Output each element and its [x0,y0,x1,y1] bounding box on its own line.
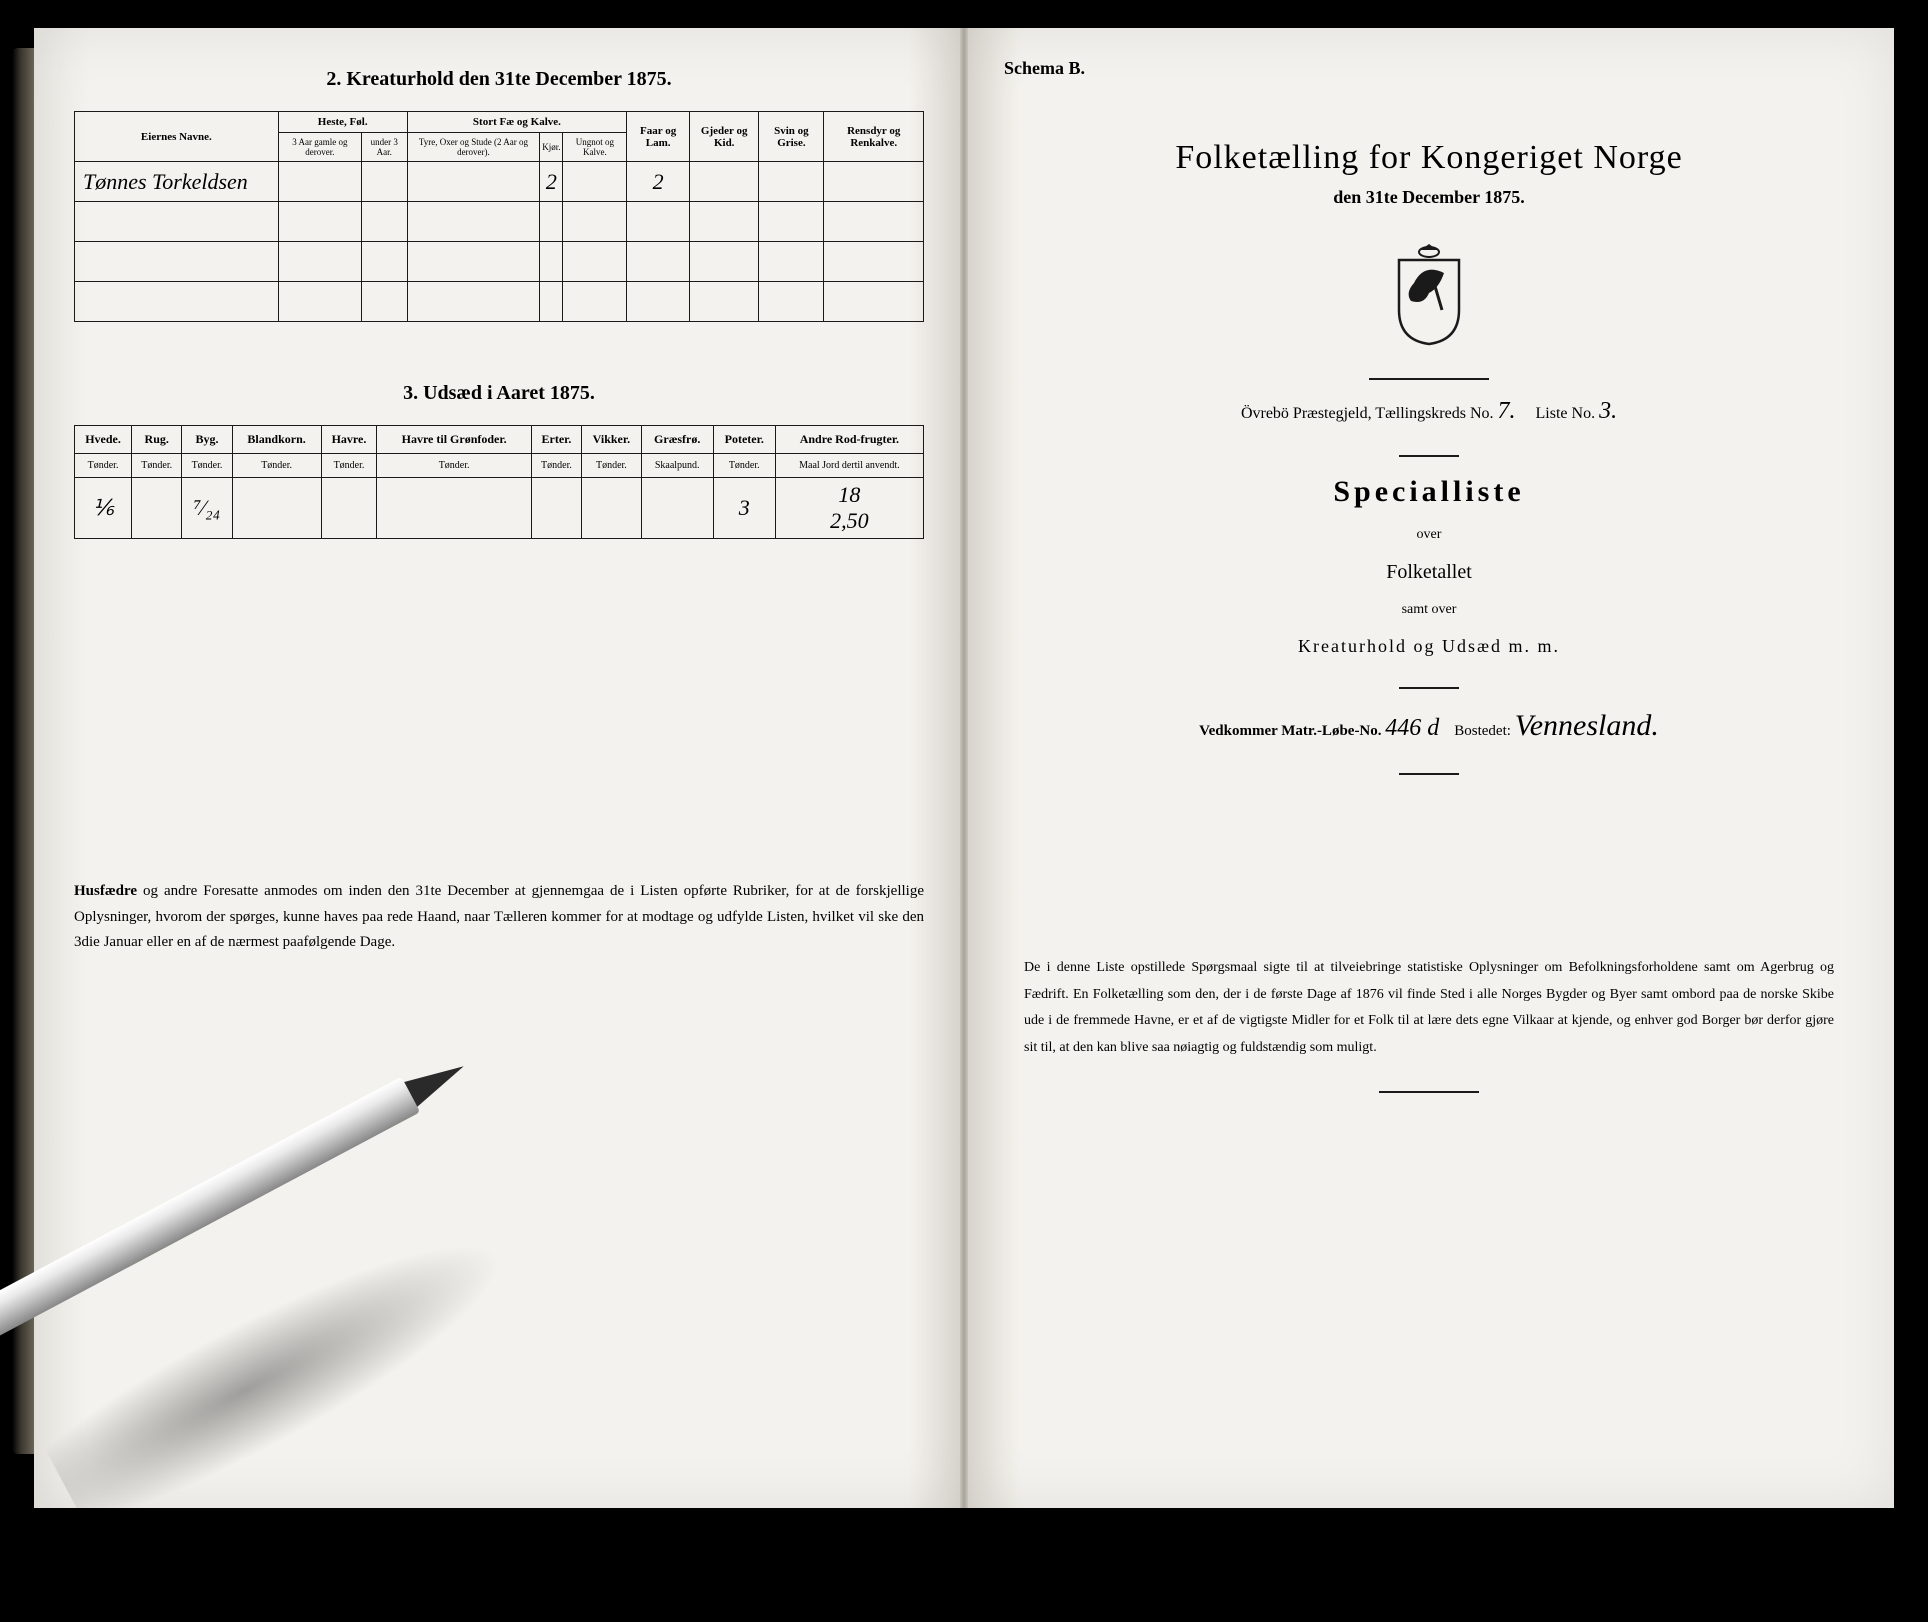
udsaed-cell: ⁷⁄₂₄ [182,478,232,539]
udsaed-col: Havre til Grønfoder. [377,426,531,454]
col-svin: Svin og Grise. [759,112,824,162]
kreds-no: 7. [1498,398,1516,424]
matr-label: Vedkommer Matr.-Løbe-No. [1199,723,1381,739]
liste-no: 3. [1599,398,1617,424]
udsaed-col: Blandkorn. [232,426,321,454]
bosted-name: Vennesland. [1515,709,1659,742]
udsaed-col: Andre Rod-frugter. [775,426,923,454]
udsaed-col: Græsfrø. [641,426,713,454]
udsaed-cell [321,478,377,539]
binding-edge [12,48,34,1454]
kreatur-table: Eiernes Navne. Heste, Føl. Stort Fæ og K… [74,111,924,322]
divider [1379,1091,1479,1093]
col-heste-1: 3 Aar gamle og derover. [278,133,361,162]
udsaed-unit-row: Tønder.Tønder.Tønder.Tønder.Tønder.Tønde… [75,454,924,478]
kreatur-row [75,242,924,282]
col-rensdyr: Rensdyr og Renkalve. [824,112,924,162]
col-faar: Faar og Lam. [627,112,690,162]
coat-of-arms-icon [1384,238,1474,348]
udsaed-unit: Skaalpund. [641,454,713,478]
folketallet-text: Folketallet [1004,561,1854,584]
book-spine [960,28,968,1508]
kreatur-row [75,202,924,242]
matr-no: 446 d [1385,715,1439,741]
col-heste: Heste, Føl. [278,112,407,133]
over-text: over [1004,527,1854,543]
udsaed-cell [377,478,531,539]
udsaed-unit: Tønder. [582,454,642,478]
left-page: 2. Kreaturhold den 31te December 1875. E… [34,28,964,1508]
pen-shadow [34,1109,738,1622]
owner-name: Tønnes Torkeldsen [75,162,279,202]
schema-label: Schema B. [1004,58,1854,79]
parish-line: Övrebö Præstegjeld, Tællingskreds No. 7.… [1004,398,1854,425]
divider [1369,378,1489,380]
udsaed-cell [582,478,642,539]
udsaed-table: Hvede.Rug.Byg.Blandkorn.Havre.Havre til … [74,425,924,539]
col-heste-2: under 3 Aar. [361,133,407,162]
udsaed-cell [641,478,713,539]
udsaed-unit: Tønder. [713,454,775,478]
book-spread: 2. Kreaturhold den 31te December 1875. E… [34,28,1894,1508]
right-footnote: De i denne Liste opstillede Spørgsmaal s… [1004,955,1854,1061]
udsaed-cell [531,478,581,539]
udsaed-col: Havre. [321,426,377,454]
specialliste-heading: Specialliste [1004,475,1854,509]
udsaed-unit: Tønder. [232,454,321,478]
udsaed-col: Hvede. [75,426,132,454]
footnote-lead: Husfædre [74,883,137,899]
right-page: Schema B. Folketælling for Kongeriget No… [964,28,1894,1508]
udsaed-cell: 3 [713,478,775,539]
udsaed-data-row: ⅙ ⁷⁄₂₄ 3182,50 [75,478,924,539]
udsaed-unit: Tønder. [377,454,531,478]
udsaed-cell: ⅙ [75,478,132,539]
cell-faar: 2 [627,162,690,202]
cell-ungnot [563,162,627,202]
parish-prefix: Övrebö Præstegjeld, Tællingskreds No. [1241,405,1494,422]
col-gjeder: Gjeder og Kid. [690,112,759,162]
vedkommer-line: Vedkommer Matr.-Løbe-No. 446 d Bostedet:… [1004,709,1854,743]
kreatur-row: Tønnes Torkeldsen 2 2 [75,162,924,202]
col-stort-3: Ungnot og Kalve. [563,133,627,162]
kreatur-row [75,282,924,322]
bosted-label: Bostedet: [1454,723,1511,739]
udsaed-cell: 182,50 [775,478,923,539]
udsaed-cell [232,478,321,539]
divider [1399,687,1459,689]
udsaed-unit: Tønder. [182,454,232,478]
liste-label: Liste No. [1536,405,1596,422]
census-title: Folketælling for Kongeriget Norge [1004,139,1854,177]
udsaed-col: Rug. [132,426,182,454]
left-footnote: Husfædre og andre Foresatte anmodes om i… [74,879,924,956]
col-stort-2: Kjør. [540,133,563,162]
divider [1399,773,1459,775]
udsaed-col: Vikker. [582,426,642,454]
divider [1399,455,1459,457]
samt-text: samt over [1004,602,1854,618]
pen-object [0,1077,434,1364]
kreatur-title: 2. Kreaturhold den 31te December 1875. [74,68,924,91]
udsaed-unit: Tønder. [321,454,377,478]
udsaed-cell [132,478,182,539]
udsaed-title: 3. Udsæd i Aaret 1875. [74,382,924,405]
udsaed-col: Erter. [531,426,581,454]
census-date: den 31te December 1875. [1004,187,1854,208]
udsaed-header-row: Hvede.Rug.Byg.Blandkorn.Havre.Havre til … [75,426,924,454]
kreatur-udsaed-text: Kreaturhold og Udsæd m. m. [1004,636,1854,657]
udsaed-col: Byg. [182,426,232,454]
col-stort: Stort Fæ og Kalve. [407,112,627,133]
cell-kjor: 2 [540,162,563,202]
col-eier: Eiernes Navne. [75,112,279,162]
udsaed-unit: Tønder. [75,454,132,478]
udsaed-unit: Tønder. [132,454,182,478]
udsaed-col: Poteter. [713,426,775,454]
col-stort-1: Tyre, Oxer og Stude (2 Aar og derover). [407,133,540,162]
footnote-text: og andre Foresatte anmodes om inden den … [74,883,924,950]
udsaed-unit: Maal Jord dertil anvendt. [775,454,923,478]
udsaed-unit: Tønder. [531,454,581,478]
